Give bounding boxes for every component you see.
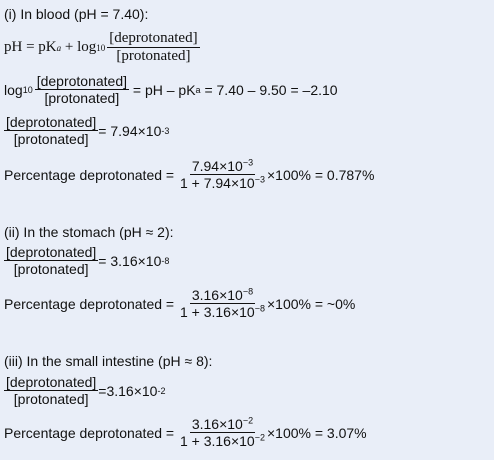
numerator-exponent: −3 (242, 157, 254, 168)
intestine-heading: (iii) In the small intestine (pH ≈ 8): (4, 353, 213, 369)
denominator-text: 1 + 3.16×10 (179, 433, 255, 450)
fraction: 3.16×10−2 1 + 3.16×10−2 (178, 416, 267, 449)
fraction-denominator: [protonated] (13, 261, 89, 278)
fraction-denominator: [protonated] (44, 90, 120, 107)
eq-result: ×100% = 0.787% (266, 166, 375, 183)
fraction-denominator: [protonated] (116, 48, 191, 65)
numerator-text: 3.16×10 (191, 416, 243, 432)
eq-text: log (4, 81, 23, 98)
eq-result: ×100% = ~0% (266, 295, 356, 312)
fraction-numerator: 3.16×10−2 (189, 415, 256, 434)
fraction-denominator: [protonated] (13, 391, 89, 408)
fraction-denominator: 1 + 7.94×10−3 (178, 175, 267, 191)
fraction: 3.16×10−8 1 + 3.16×10−8 (178, 287, 267, 320)
fraction-denominator: 1 + 3.16×10−2 (178, 433, 267, 449)
blood-equation-4: Percentage deprotonated = 7.94×10−3 1 + … (4, 158, 374, 191)
stomach-equation-1: [deprotonated] [protonated] = 3.16×10 -8 (4, 244, 170, 278)
denominator-text: 1 + 3.16×10 (179, 304, 255, 321)
blood-equation-2: log 10 [deprotonated] [protonated] = pH –… (4, 73, 338, 107)
fraction-numerator: [deprotonated] (107, 30, 200, 49)
denominator-exponent: −2 (254, 432, 265, 443)
eq-label: Percentage deprotonated = (4, 166, 178, 183)
eq-text: + log (61, 39, 97, 56)
fraction: [deprotonated] [protonated] (34, 73, 129, 107)
blood-equation-1: pH = pK a + log 10 [deprotonated] [protona… (4, 30, 200, 66)
denominator-exponent: −8 (254, 303, 265, 314)
fraction: 7.94×10−3 1 + 7.94×10−3 (178, 158, 267, 191)
denominator-exponent: −3 (254, 174, 265, 185)
numerator-text: 7.94×10 (191, 158, 243, 174)
numerator-text: 3.16×10 (191, 287, 243, 303)
eq-label: Percentage deprotonated = (4, 424, 178, 441)
fraction-denominator: 1 + 3.16×10−8 (178, 304, 267, 320)
eq-text: pH = pK (4, 39, 57, 56)
fraction-numerator: [deprotonated] (4, 244, 99, 262)
eq-text: = 7.40 – 9.50 = –2.10 (200, 81, 338, 98)
fraction: [deprotonated] [protonated] (4, 114, 99, 148)
numerator-exponent: −8 (242, 286, 254, 297)
fraction: [deprotonated] [protonated] (107, 30, 200, 66)
denominator-text: 1 + 7.94×10 (179, 175, 255, 192)
eq-text: = pH – pK (129, 81, 196, 98)
eq-result: ×100% = 3.07% (266, 424, 367, 441)
blood-equation-3: [deprotonated] [protonated] = 7.94×10 -3 (4, 114, 170, 148)
eq-text: = 7.94×10 (98, 122, 162, 139)
fraction: [deprotonated] [protonated] (4, 244, 99, 278)
intestine-equation-1: [deprotonated] [protonated] =3.16×10 -2 (4, 374, 166, 408)
eq-text: = 3.16×10 (98, 252, 162, 269)
intestine-equation-2: Percentage deprotonated = 3.16×10−2 1 + … (4, 416, 367, 449)
stomach-equation-2: Percentage deprotonated = 3.16×10−8 1 + … (4, 287, 355, 320)
fraction-numerator: [deprotonated] (4, 374, 99, 392)
eq-text: =3.16×10 (98, 382, 158, 399)
fraction-numerator: 3.16×10−8 (189, 286, 256, 305)
eq-label: Percentage deprotonated = (4, 295, 178, 312)
stomach-heading: (ii) In the stomach (pH ≈ 2): (4, 224, 174, 240)
numerator-exponent: −2 (242, 415, 254, 426)
fraction-denominator: [protonated] (13, 131, 89, 148)
fraction-numerator: [deprotonated] (34, 73, 129, 91)
fraction: [deprotonated] [protonated] (4, 374, 99, 408)
blood-heading: (i) In blood (pH = 7.40): (4, 6, 149, 22)
fraction-numerator: 7.94×10−3 (189, 157, 256, 176)
fraction-numerator: [deprotonated] (4, 114, 99, 132)
